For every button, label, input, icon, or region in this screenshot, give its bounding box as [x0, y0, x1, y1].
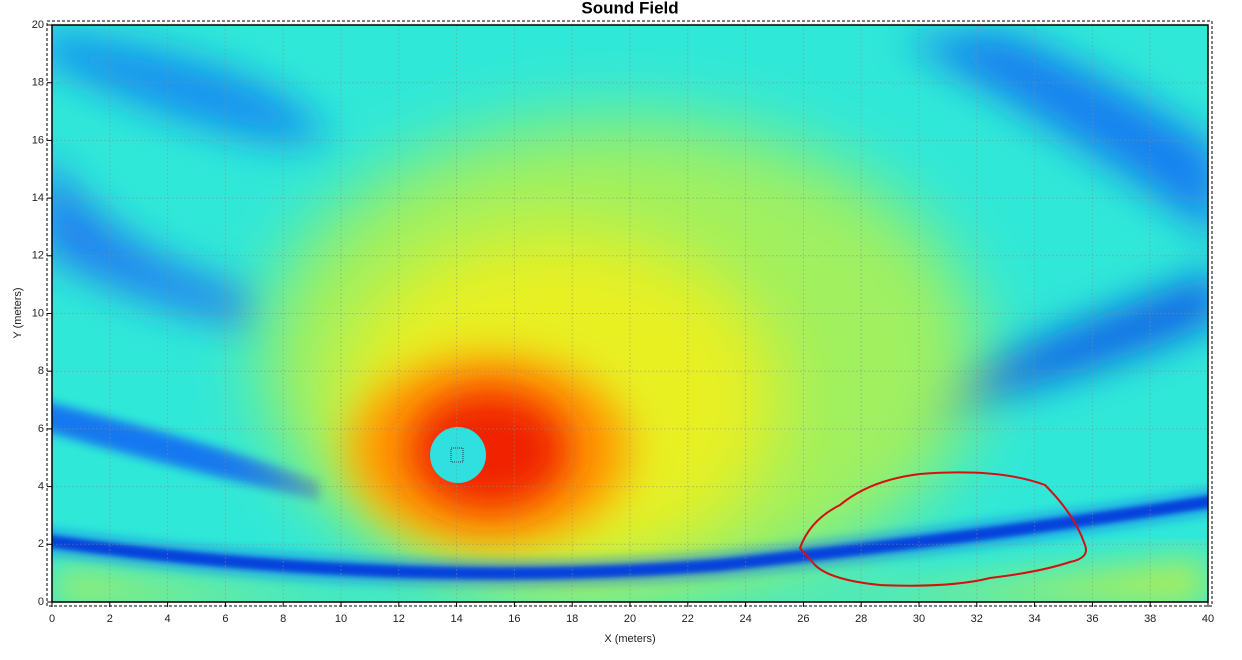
annotation-outline [798, 471, 1087, 587]
heatmap [52, 25, 1208, 602]
y-tick-label: 8 [38, 365, 44, 377]
x-tick-label: 40 [1202, 613, 1214, 625]
x-tick-label: 4 [165, 613, 171, 625]
y-tick-label: 6 [38, 423, 44, 435]
y-tick-label: 20 [32, 19, 44, 31]
x-tick-label: 36 [1086, 613, 1098, 625]
x-tick-label: 2 [107, 613, 113, 625]
x-tick-label: 12 [393, 613, 405, 625]
chart-title: Sound Field [581, 0, 678, 17]
x-tick-label: 34 [1028, 613, 1040, 625]
y-tick-label: 4 [38, 481, 44, 493]
y-tick-label: 0 [38, 596, 44, 608]
x-tick-label: 24 [739, 613, 751, 625]
x-tick-label: 38 [1144, 613, 1156, 625]
x-tick-label: 10 [335, 613, 347, 625]
x-tick-label: 30 [913, 613, 925, 625]
x-tick-label: 14 [450, 613, 462, 625]
x-tick-label: 22 [682, 613, 694, 625]
x-tick-label: 20 [624, 613, 636, 625]
x-tick-label: 32 [971, 613, 983, 625]
x-tick-label: 0 [49, 613, 55, 625]
x-tick-label: 6 [222, 613, 228, 625]
y-tick-label: 14 [32, 192, 44, 204]
y-tick-label: 12 [32, 250, 44, 262]
x-axis-label: X (meters) [604, 633, 655, 645]
x-tick-label: 8 [280, 613, 286, 625]
x-tick-label: 28 [855, 613, 867, 625]
y-tick-label: 2 [38, 538, 44, 550]
y-axis-label: Y (meters) [12, 287, 24, 338]
x-tick-label: 18 [566, 613, 578, 625]
x-tick-label: 26 [797, 613, 809, 625]
y-tick-label: 16 [32, 134, 44, 146]
y-tick-label: 10 [32, 307, 44, 319]
y-tick-label: 18 [32, 77, 44, 89]
x-tick-label: 16 [508, 613, 520, 625]
